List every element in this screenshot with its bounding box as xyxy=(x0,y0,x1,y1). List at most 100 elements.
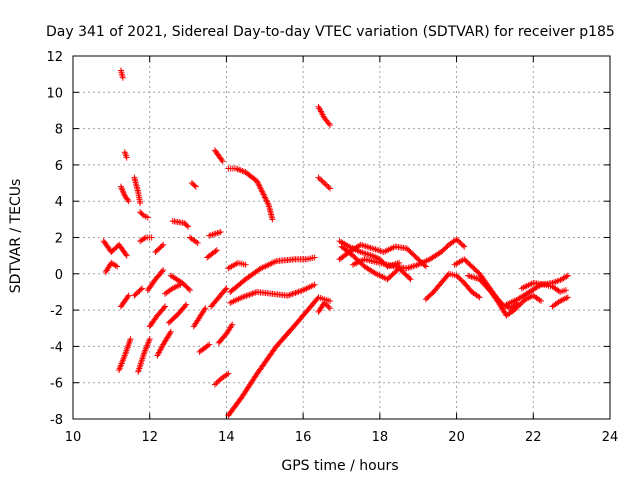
data-point-run xyxy=(226,260,240,271)
data-point xyxy=(167,328,174,335)
data-point-run xyxy=(132,290,140,298)
data-point xyxy=(160,267,167,274)
data-point-run xyxy=(122,194,131,203)
data-point-run xyxy=(274,256,297,264)
data-point-run xyxy=(351,257,366,267)
data-point xyxy=(326,305,333,312)
series-arc45 xyxy=(465,272,544,319)
data-point xyxy=(537,298,544,305)
data-point xyxy=(229,321,236,328)
data-point xyxy=(194,239,201,246)
data-point-run xyxy=(558,295,570,304)
data-point xyxy=(213,247,220,254)
series-arc05 xyxy=(117,183,132,205)
data-point-run xyxy=(145,277,158,292)
y-tick-label: 6 xyxy=(55,159,63,174)
data-point-run xyxy=(227,165,238,172)
data-point-run xyxy=(370,253,382,262)
y-tick-label: 12 xyxy=(46,50,63,65)
series-arc16 xyxy=(152,241,167,256)
data-point xyxy=(564,294,571,301)
y-tick-label: -4 xyxy=(50,340,63,355)
series-arc36 xyxy=(315,103,333,128)
data-point-run xyxy=(155,343,166,357)
series-arc40 xyxy=(336,241,429,270)
series-arc01 xyxy=(100,238,130,259)
data-point xyxy=(148,234,155,241)
data-point xyxy=(254,178,261,185)
data-point-run xyxy=(543,282,554,290)
data-point-run xyxy=(505,297,520,307)
data-point-run xyxy=(559,287,567,295)
y-tick-label: 0 xyxy=(55,268,63,283)
data-point-run xyxy=(228,295,244,306)
data-point-run xyxy=(489,290,501,305)
data-point-run xyxy=(477,277,493,294)
x-tick-label: 20 xyxy=(448,430,465,445)
data-point xyxy=(219,158,226,165)
data-point-run xyxy=(103,261,114,274)
series-arc32 xyxy=(225,294,333,419)
data-point-run xyxy=(136,286,144,294)
data-point xyxy=(223,285,230,292)
x-tick-label: 10 xyxy=(65,430,82,445)
data-point-run xyxy=(531,293,543,303)
data-point-run xyxy=(153,243,165,254)
data-point xyxy=(422,263,429,270)
data-point-run xyxy=(454,273,466,285)
data-point-run xyxy=(153,268,165,281)
data-point xyxy=(114,263,121,270)
data-point xyxy=(321,299,328,306)
data-point-run xyxy=(439,243,451,254)
y-tick-label: 2 xyxy=(55,232,63,247)
data-point-run xyxy=(516,289,531,302)
data-point-run xyxy=(161,330,173,347)
data-point-run xyxy=(209,295,221,309)
series-arc08 xyxy=(117,292,132,310)
data-point-run xyxy=(163,286,175,296)
data-point-run xyxy=(167,311,181,325)
data-point-run xyxy=(316,105,327,120)
data-point-run xyxy=(551,284,562,294)
series-arc34 xyxy=(227,254,318,295)
data-point xyxy=(125,292,132,299)
data-point xyxy=(242,261,249,268)
data-point xyxy=(211,381,218,388)
data-point-run xyxy=(317,295,326,302)
data-point xyxy=(461,243,468,250)
data-point-run xyxy=(122,293,131,303)
data-point-run xyxy=(135,352,147,374)
data-point-run xyxy=(182,221,190,229)
y-tick-label: -2 xyxy=(50,304,63,319)
data-point xyxy=(123,154,130,161)
x-tick-label: 22 xyxy=(525,430,542,445)
data-point-run xyxy=(234,166,247,175)
data-point-run xyxy=(138,235,148,244)
data-point xyxy=(225,370,232,377)
data-point-run xyxy=(274,322,298,349)
data-point xyxy=(162,303,169,310)
data-point xyxy=(119,74,126,81)
data-point-run xyxy=(301,282,316,293)
series-arc11 xyxy=(135,336,153,375)
data-point-run xyxy=(131,176,141,194)
data-point-run xyxy=(138,210,146,218)
data-point-run xyxy=(359,242,374,251)
data-point-run xyxy=(551,276,564,286)
data-point-run xyxy=(259,258,278,271)
data-point-run xyxy=(219,371,230,381)
data-point xyxy=(192,183,199,190)
data-point xyxy=(321,180,328,187)
data-point-run xyxy=(240,289,259,300)
data-point-run xyxy=(428,249,443,262)
data-point xyxy=(396,259,403,266)
data-point-run xyxy=(470,290,482,300)
x-tick-label: 18 xyxy=(372,430,389,445)
data-point-run xyxy=(477,272,490,287)
data-point-run xyxy=(244,266,263,282)
data-point-run xyxy=(207,229,222,239)
series-arc12 xyxy=(137,234,155,245)
data-point xyxy=(206,341,213,348)
data-point-run xyxy=(462,281,474,294)
